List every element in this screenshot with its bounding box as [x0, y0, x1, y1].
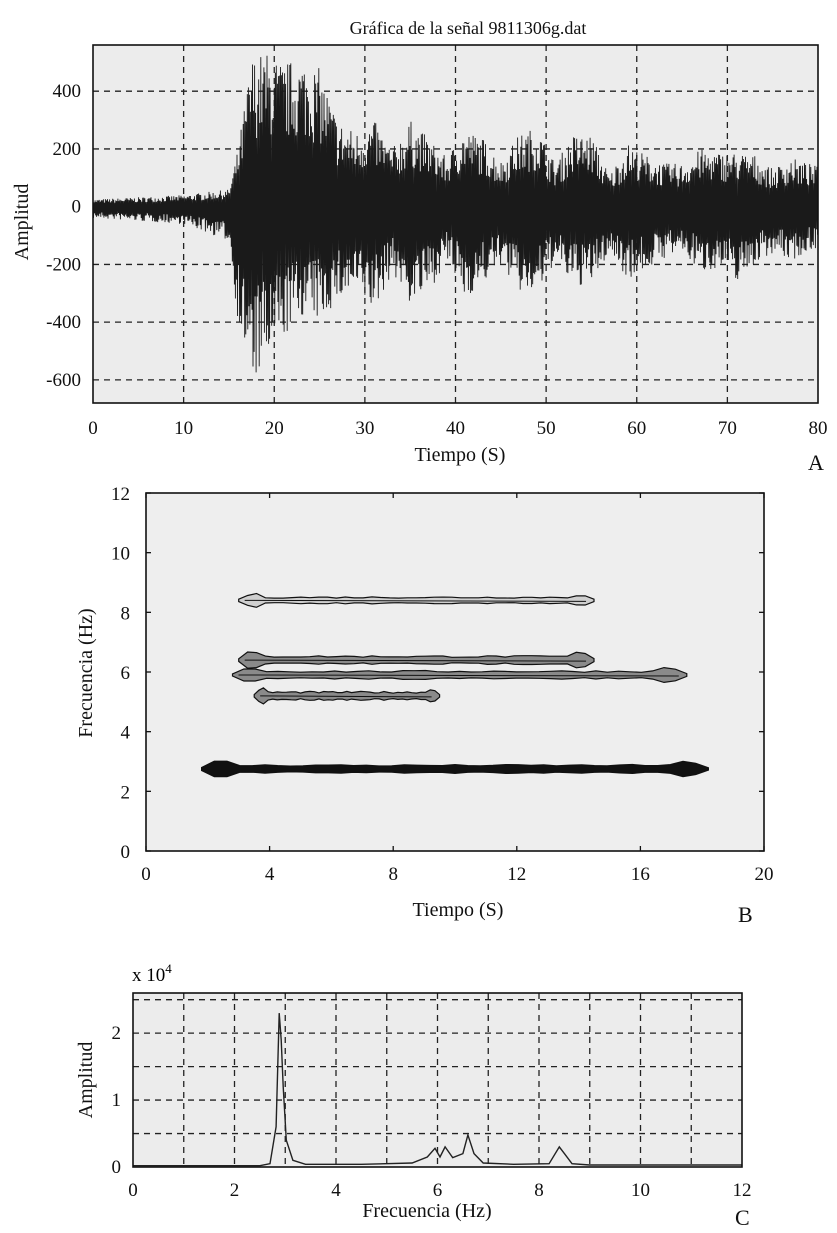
scale-exponent: 4 — [165, 961, 172, 976]
spectrogram-contours — [201, 592, 709, 778]
x-axis-label-b: Tiempo (S) — [413, 899, 504, 921]
y-tick-label: 8 — [121, 603, 131, 624]
x-tick-label: 8 — [388, 864, 398, 885]
scale-base: x 10 — [132, 965, 165, 986]
x-tick-label: 20 — [755, 864, 774, 885]
scale-note: x 104 — [132, 961, 172, 986]
y-tick-label: 2 — [121, 782, 131, 803]
x-tick-label: 6 — [433, 1180, 443, 1201]
signal-line — [92, 55, 819, 373]
x-tick-label: 0 — [141, 864, 151, 885]
y-axis-label-b: Frecuencia (Hz) — [75, 608, 97, 737]
y-tick-label: -400 — [46, 312, 81, 333]
x-tick-label: 4 — [265, 864, 275, 885]
x-tick-label: 40 — [446, 418, 465, 439]
x-tick-label: 16 — [631, 864, 650, 885]
x-tick-label: 10 — [631, 1180, 650, 1201]
x-axis-label-a: Tiempo (S) — [415, 444, 506, 466]
y-axis-label-a: Amplitud — [11, 184, 33, 261]
plot-frame-a — [92, 44, 819, 404]
y-tick-label: 10 — [111, 544, 130, 565]
contour-line — [244, 659, 587, 662]
plot-frame-c — [132, 992, 743, 1168]
contour-band — [238, 592, 595, 608]
panel-label-c: C — [735, 1205, 750, 1230]
contour-band — [201, 760, 709, 778]
contour-line — [238, 674, 679, 677]
x-tick-label: 10 — [174, 418, 193, 439]
y-tick-label: 6 — [121, 663, 131, 684]
x-tick-label: 80 — [809, 418, 828, 439]
x-tick-label: 50 — [537, 418, 556, 439]
y-tick-label: 400 — [53, 81, 82, 102]
x-tick-label: 4 — [331, 1180, 341, 1201]
x-axis-label-c: Frecuencia (Hz) — [362, 1200, 491, 1222]
x-tick-label: 8 — [534, 1180, 544, 1201]
y-tick-label: 12 — [111, 484, 130, 505]
x-tick-label: 20 — [265, 418, 284, 439]
y-axis-label-c: Amplitud — [75, 1042, 97, 1119]
chart-title: Gráfica de la señal 9811306g.dat — [350, 18, 587, 38]
panel-a: Gráfica de la señal 9811306g.dat 0 10 20 30… — [11, 18, 828, 475]
x-tick-label: 2 — [230, 1180, 240, 1201]
y-tick-label: -600 — [46, 370, 81, 391]
contour-line — [244, 599, 587, 602]
x-tick-label: 70 — [718, 418, 737, 439]
x-tick-label: 0 — [88, 418, 98, 439]
x-tick-label: 0 — [128, 1180, 138, 1201]
contour-line — [260, 695, 432, 698]
y-tick-label: 1 — [112, 1090, 122, 1111]
y-tick-label: -200 — [46, 254, 81, 275]
y-tick-label: 2 — [112, 1023, 122, 1044]
panel-label-b: B — [738, 902, 753, 927]
y-tick-label: 0 — [72, 197, 82, 218]
x-tick-label: 12 — [733, 1180, 752, 1201]
signal-trace — [92, 55, 819, 373]
y-tick-label: 4 — [121, 723, 131, 744]
y-tick-label: 200 — [53, 139, 82, 160]
y-tick-label: 0 — [112, 1157, 122, 1178]
x-tick-label: 30 — [355, 418, 374, 439]
spectrum-line — [133, 1013, 742, 1167]
x-tick-label: 60 — [627, 418, 646, 439]
x-tick-label: 12 — [507, 864, 526, 885]
panel-label-a: A — [808, 450, 824, 475]
y-tick-label: 0 — [121, 842, 131, 863]
